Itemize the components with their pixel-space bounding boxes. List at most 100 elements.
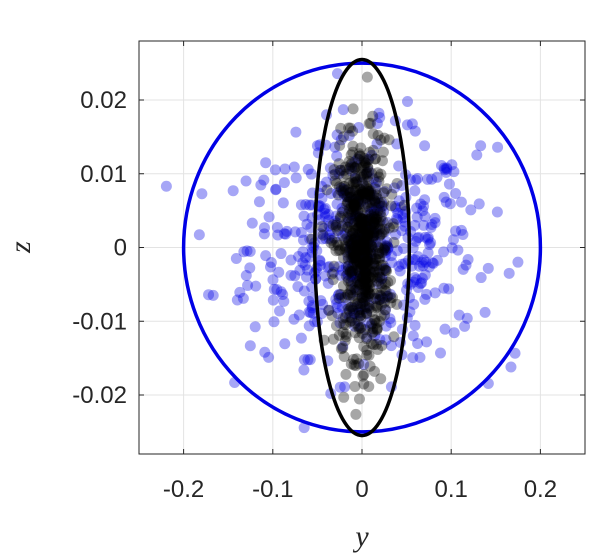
scatter-point-black: [388, 236, 400, 248]
scatter-point-black: [340, 168, 352, 180]
scatter-point-blue: [505, 361, 517, 373]
scatter-point-black: [342, 275, 354, 287]
scatter-point-blue: [409, 319, 421, 331]
scatter-point-black: [372, 220, 384, 232]
scatter-point-black: [361, 167, 373, 179]
scatter-point-blue: [334, 164, 346, 176]
scatter-point-blue: [350, 233, 362, 245]
scatter-point-black: [350, 360, 362, 372]
scatter-point-black: [360, 255, 372, 267]
scatter-point-blue: [274, 305, 286, 317]
scatter-point-black: [385, 292, 397, 304]
x-axis-ticks: -0.2 -0.1 0 0.1 0.2: [163, 41, 557, 503]
scatter-point-blue: [285, 254, 297, 266]
scatter-point-black: [374, 271, 386, 283]
scatter-point-black: [352, 264, 364, 276]
scatter-point-blue: [320, 233, 332, 245]
scatter-point-blue: [415, 278, 427, 290]
scatter-point-black: [365, 272, 377, 284]
scatter-point-blue: [281, 225, 293, 237]
scatter-point-black: [357, 214, 369, 226]
scatter-point-black: [374, 206, 386, 218]
scatter-point-black: [327, 219, 339, 231]
scatter-point-black: [345, 276, 357, 288]
scatter-point-black: [362, 285, 374, 297]
scatter-point-blue: [406, 118, 418, 130]
scatter-point-blue: [263, 351, 275, 363]
scatter-point-black: [360, 157, 372, 169]
scatter-point-black: [361, 349, 373, 361]
scatter-point-blue: [414, 260, 426, 272]
scatter-point-black: [363, 271, 375, 283]
scatter-point-black: [376, 292, 388, 304]
scatter-point-blue: [346, 207, 358, 219]
scatter-point-blue: [350, 172, 362, 184]
scatter-point-black: [363, 227, 375, 239]
scatter-point-blue: [279, 163, 291, 175]
scatter-point-black: [359, 264, 371, 276]
scatter-point-blue: [426, 257, 438, 269]
scatter-point-blue: [408, 276, 420, 288]
scatter-point-blue: [295, 332, 307, 344]
scatter-point-black: [383, 134, 395, 146]
scatter-point-black: [352, 320, 364, 332]
scatter-point-black: [371, 275, 383, 287]
scatter-point-blue: [329, 141, 341, 153]
scatter-point-blue: [479, 306, 491, 318]
scatter-point-black: [368, 266, 380, 278]
scatter-point-black: [338, 180, 350, 192]
scatter-point-black: [336, 206, 348, 218]
scatter-point-blue: [331, 129, 343, 141]
scatter-point-black: [365, 223, 377, 235]
scatter-point-black: [369, 219, 381, 231]
scatter-point-blue: [450, 225, 462, 237]
scatter-point-black: [347, 103, 359, 115]
scatter-point-black: [361, 308, 373, 320]
scatter-point-black: [387, 292, 399, 304]
scatter-point-black: [344, 244, 356, 256]
scatter-point-black: [348, 217, 360, 229]
scatter-point-black: [344, 265, 356, 277]
scatter-point-black: [355, 162, 367, 174]
scatter-point-blue: [288, 161, 300, 173]
scatter-point-blue: [350, 193, 362, 205]
scatter-point-blue: [160, 180, 172, 192]
scatter-point-black: [366, 202, 378, 214]
scatter-point-black: [363, 288, 375, 300]
scatter-point-blue: [381, 240, 393, 252]
scatter-point-black: [360, 191, 372, 203]
scatter-point-blue: [337, 104, 349, 116]
scatter-point-blue: [368, 212, 380, 224]
scatter-point-black: [379, 278, 391, 290]
scatter-point-black: [349, 243, 361, 255]
scatter-point-black: [347, 176, 359, 188]
scatter-point-black: [360, 258, 372, 270]
scatter-point-blue: [331, 68, 343, 80]
scatter-point-blue: [370, 223, 382, 235]
scatter-point-black: [329, 168, 341, 180]
scatter-point-black: [373, 254, 385, 266]
scatter-point-blue: [329, 215, 341, 227]
scatter-point-black: [379, 264, 391, 276]
scatter-point-black: [355, 171, 367, 183]
scatter-point-blue: [333, 261, 345, 273]
scatter-point-black: [342, 260, 354, 272]
scatter-point-black: [356, 271, 368, 283]
scatter-point-blue: [418, 200, 430, 212]
scatter-point-black: [362, 188, 374, 200]
scatter-point-blue: [334, 224, 346, 236]
scatter-point-black: [341, 196, 353, 208]
scatter-point-black: [367, 339, 379, 351]
scatter-point-black: [351, 298, 363, 310]
scatter-point-blue: [342, 261, 354, 273]
scatter-point-black: [361, 277, 373, 289]
scatter-point-black: [355, 142, 367, 154]
scatter-point-black: [345, 159, 357, 171]
scatter-point-black: [362, 244, 374, 256]
scatter-point-black: [346, 301, 358, 313]
scatter-point-black: [363, 175, 375, 187]
scatter-point-black: [375, 278, 387, 290]
scatter-point-blue: [416, 277, 428, 289]
scatter-point-black: [358, 179, 370, 191]
scatter-point-black: [358, 244, 370, 256]
